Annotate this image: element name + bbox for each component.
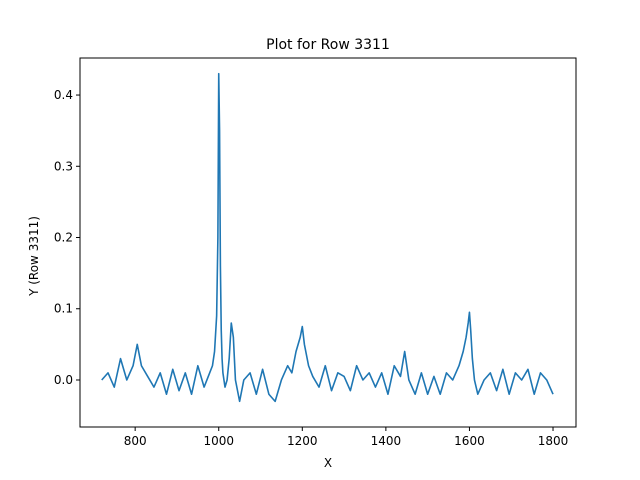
y-tick-label: 0.0	[54, 373, 73, 387]
chart-title: Plot for Row 3311	[266, 37, 390, 53]
y-tick-label: 0.2	[54, 231, 73, 245]
y-axis: 0.0 0.1 0.2 0.3 0.4	[54, 88, 80, 387]
series-line-0	[101, 72, 554, 403]
x-tick-label: 800	[124, 434, 147, 448]
x-tick-label: 1400	[371, 434, 402, 448]
x-axis-label: X	[324, 456, 332, 470]
plot-frame	[79, 57, 577, 428]
x-tick-label: 1000	[203, 434, 234, 448]
x-axis: 800 1000 1200 1400 1600 1800	[124, 427, 569, 448]
y-axis-label: Y (Row 3311)	[27, 216, 41, 297]
x-tick-label: 1800	[538, 434, 569, 448]
y-tick-label: 0.1	[54, 302, 73, 316]
y-tick-label: 0.3	[54, 159, 73, 173]
x-tick-label: 1200	[287, 434, 318, 448]
y-tick-label: 0.4	[54, 88, 73, 102]
x-tick-label: 1600	[454, 434, 485, 448]
plot-area	[79, 57, 577, 428]
